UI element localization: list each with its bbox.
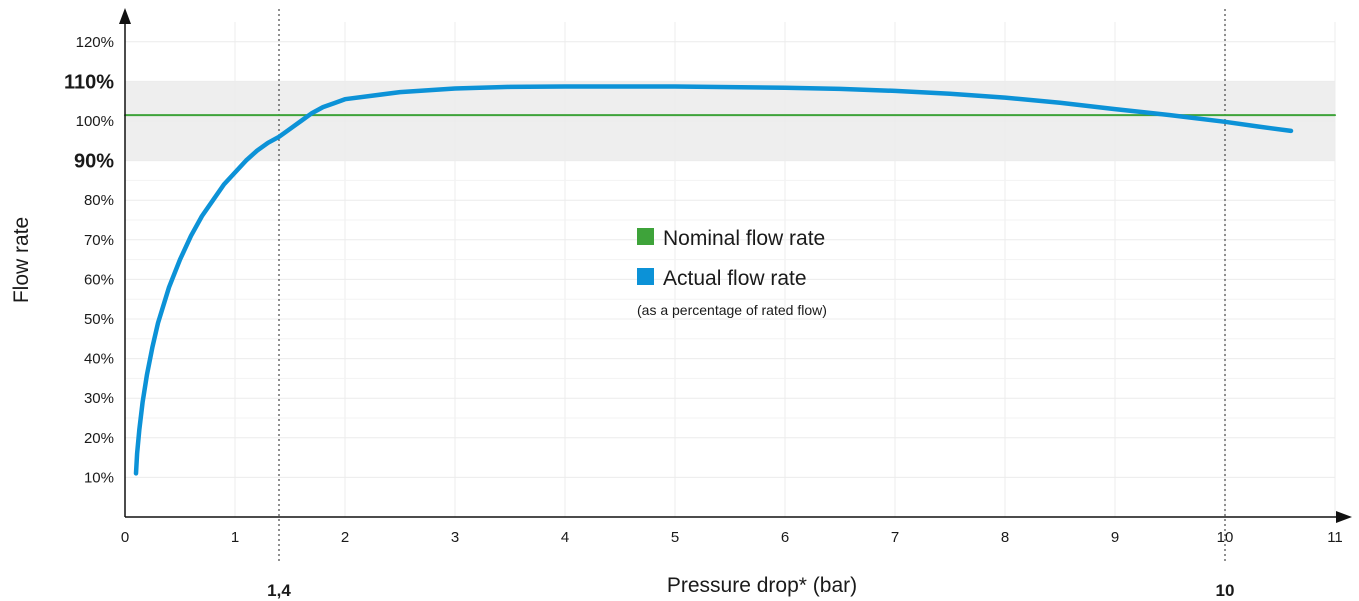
- x-axis-label: Pressure drop* (bar): [667, 574, 857, 597]
- series-layer: [124, 84, 1336, 476]
- y-axis-arrow: [119, 8, 131, 24]
- x-tick-label: 1: [231, 529, 239, 546]
- x-axis-arrow: [1336, 511, 1352, 523]
- y-tick-label: 30%: [84, 390, 114, 407]
- x-tick-label: 9: [1111, 529, 1119, 546]
- y-tick-label: 20%: [84, 430, 114, 447]
- legend-label-nominal: Nominal flow rate: [663, 227, 825, 250]
- x-tick-label: 10: [1217, 529, 1234, 546]
- x-tick-label: 7: [891, 529, 899, 546]
- legend-note: (as a percentage of rated flow): [637, 302, 827, 318]
- vertical-marker-label: 1,4: [267, 581, 291, 600]
- legend-label-actual: Actual flow rate: [663, 267, 807, 290]
- vertical-marker-label: 10: [1216, 581, 1235, 600]
- x-tick-label: 0: [121, 529, 129, 546]
- vertical-marker-layer: [278, 8, 1226, 561]
- x-tick-label: 5: [671, 529, 679, 546]
- y-axis-label: Flow rate: [10, 217, 33, 303]
- y-tick-label: 70%: [84, 232, 114, 249]
- y-tick-label: 110%: [64, 71, 114, 93]
- legend-swatch-actual: [637, 268, 654, 285]
- legend: Nominal flow rate Actual flow rate (as a…: [637, 227, 827, 318]
- x-tick-label: 4: [561, 529, 569, 546]
- axes-layer: [119, 8, 1352, 523]
- x-tick-label: 11: [1327, 529, 1343, 546]
- series-line-actual-flow: [133, 84, 1294, 476]
- y-tick-label: 60%: [84, 271, 114, 288]
- y-tick-label: 90%: [74, 151, 114, 173]
- x-tick-label: 2: [341, 529, 349, 546]
- tick-label-layer: 1,4 10 0 1 2 3 4 5 6 7 8 9 10 11 10% 20% 30% 40% 50% 60% 70%…: [64, 34, 1343, 600]
- x-tick-label: 6: [781, 529, 789, 546]
- legend-swatch-nominal: [637, 228, 654, 245]
- y-tick-label: 100%: [76, 113, 114, 130]
- y-tick-label: 120%: [76, 34, 114, 51]
- y-tick-label: 10%: [84, 469, 114, 486]
- x-tick-label: 3: [451, 529, 459, 546]
- y-tick-label: 40%: [84, 351, 114, 368]
- y-tick-label: 50%: [84, 311, 114, 328]
- y-tick-label: 80%: [84, 192, 114, 209]
- x-tick-label: 8: [1001, 529, 1009, 546]
